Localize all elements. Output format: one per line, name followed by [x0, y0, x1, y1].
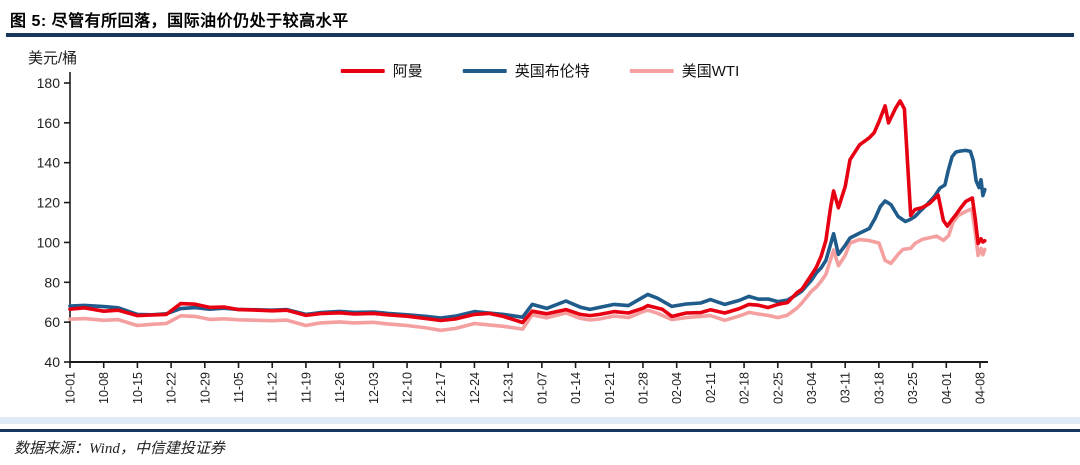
x-tick-label: 10-01: [64, 372, 78, 404]
x-tick-label: 11-19: [299, 372, 313, 403]
x-tick-label: 11-26: [333, 372, 347, 403]
x-tick-label: 03-25: [906, 372, 920, 404]
y-tick-label: 180: [37, 75, 61, 91]
legend-item-brent: 英国布伦特: [462, 60, 590, 81]
x-tick-label: 12-10: [401, 372, 415, 404]
x-tick-label: 04-08: [974, 372, 988, 404]
y-tick-label: 120: [37, 195, 61, 211]
footer-accent-band: [0, 417, 1080, 424]
x-tick-label: 01-21: [603, 372, 617, 404]
x-tick-label: 02-11: [704, 372, 718, 403]
x-tick-label: 03-18: [872, 372, 886, 404]
chart-legend: 阿曼 英国布伦特 美国WTI: [340, 60, 740, 81]
x-tick-label: 10-08: [97, 372, 111, 404]
y-tick-label: 160: [37, 115, 61, 131]
x-tick-label: 12-03: [367, 372, 381, 404]
x-tick-label: 11-12: [266, 372, 280, 403]
x-tick-label: 02-18: [738, 372, 752, 404]
figure-title: 图 5: 尽管有所回落，国际油价仍处于较高水平: [10, 13, 349, 30]
y-tick-label: 100: [37, 234, 61, 250]
x-tick-label: 12-17: [434, 372, 448, 404]
x-tick-label: 01-07: [535, 372, 549, 404]
y-tick-label: 40: [44, 354, 60, 370]
series-line-oman: [68, 99, 987, 325]
title-divider: [6, 33, 1074, 37]
x-tick-label: 01-14: [569, 372, 583, 404]
y-tick-label: 80: [44, 274, 60, 290]
x-tick-label: 01-28: [636, 372, 650, 404]
y-axis-unit-label: 美元/桶: [28, 50, 78, 67]
y-tick-label: 60: [44, 314, 60, 330]
x-tick-label: 02-04: [670, 372, 684, 404]
legend-label-wti: 美国WTI: [681, 63, 740, 80]
x-tick-label: 10-15: [131, 372, 145, 404]
x-tick-label: 12-24: [468, 372, 482, 404]
x-tick-label: 12-31: [502, 372, 516, 404]
series-line-wti: [68, 207, 987, 333]
x-tick-label: 10-29: [198, 372, 212, 404]
x-tick-label: 03-11: [839, 372, 853, 403]
legend-item-oman: 阿曼: [340, 60, 423, 81]
oman-line-swatch: [340, 68, 385, 73]
x-tick-label: 03-04: [805, 372, 819, 404]
data-source-note: 数据来源：Wind，中信建投证券: [14, 441, 225, 457]
footer-divider: [0, 429, 1080, 432]
x-tick-label: 11-05: [232, 372, 246, 403]
y-tick-label: 140: [37, 155, 61, 171]
brent-line-swatch: [462, 68, 507, 73]
x-tick-label: 02-25: [771, 372, 785, 404]
legend-item-wti: 美国WTI: [629, 60, 740, 81]
wti-line-swatch: [629, 68, 674, 73]
x-tick-label: 10-22: [165, 372, 179, 404]
legend-label-brent: 英国布伦特: [514, 63, 590, 80]
x-tick-label: 04-01: [940, 372, 954, 404]
legend-label-oman: 阿曼: [392, 63, 423, 80]
